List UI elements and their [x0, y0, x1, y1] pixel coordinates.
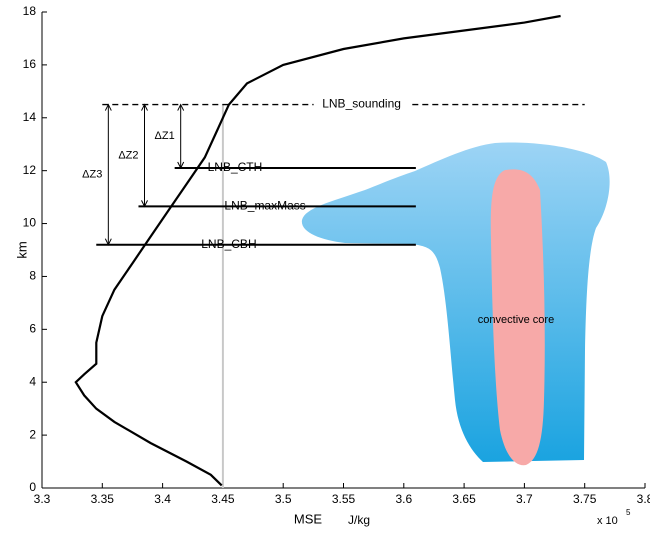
x-tick-label: 3.8	[637, 492, 650, 506]
level-label: LNB_CBH	[201, 237, 256, 251]
x-tick-label: 3.6	[395, 492, 412, 506]
x-tick-label: 3.65	[452, 492, 476, 506]
level-label: LNB_CTH	[208, 160, 263, 174]
x-tick-label: 3.75	[573, 492, 597, 506]
arrow-head	[104, 103, 112, 111]
y-tick-label: 10	[23, 216, 37, 230]
cloud	[301, 142, 610, 462]
y-axis-label: km	[14, 241, 29, 258]
y-tick-label: 6	[29, 322, 36, 336]
arrow-head	[141, 200, 148, 208]
x-tick-label: 3.5	[275, 492, 292, 506]
arrow-head	[141, 103, 148, 111]
y-tick-label: 0	[29, 480, 36, 494]
delta-label: ΔZ1	[155, 130, 175, 142]
mse-profile	[74, 14, 561, 487]
y-tick-label: 14	[23, 110, 37, 124]
y-tick-label: 16	[23, 57, 37, 71]
delta-label: ΔZ2	[118, 149, 138, 161]
y-tick-label: 8	[29, 269, 36, 283]
y-tick-label: 4	[29, 374, 36, 388]
x-tick-label: 3.7	[516, 492, 533, 506]
level-label-bg	[313, 96, 410, 113]
x-multiplier: x 10	[597, 515, 618, 527]
y-tick-label: 12	[23, 163, 37, 177]
x-axis-unit: J/kg	[348, 513, 370, 527]
y-tick-label: 18	[23, 4, 37, 18]
level-label: LNB_maxMass	[224, 199, 305, 213]
cloud-label: convective core	[478, 314, 554, 326]
x-exponent: 5	[626, 508, 631, 517]
x-tick-label: 3.3	[34, 492, 51, 506]
convective-core	[490, 169, 545, 466]
arrow-head	[104, 238, 112, 246]
x-axis-label: MSE	[294, 511, 323, 526]
x-tick-label: 3.35	[91, 492, 115, 506]
y-tick-label: 2	[29, 427, 36, 441]
arrow-head	[177, 161, 185, 170]
delta-label: ΔZ3	[82, 169, 102, 181]
level-label: LNB_sounding	[322, 97, 401, 111]
arrow-head	[177, 103, 185, 111]
x-tick-label: 3.4	[154, 492, 171, 506]
x-tick-label: 3.55	[332, 492, 356, 506]
x-tick-label: 3.45	[211, 492, 235, 506]
